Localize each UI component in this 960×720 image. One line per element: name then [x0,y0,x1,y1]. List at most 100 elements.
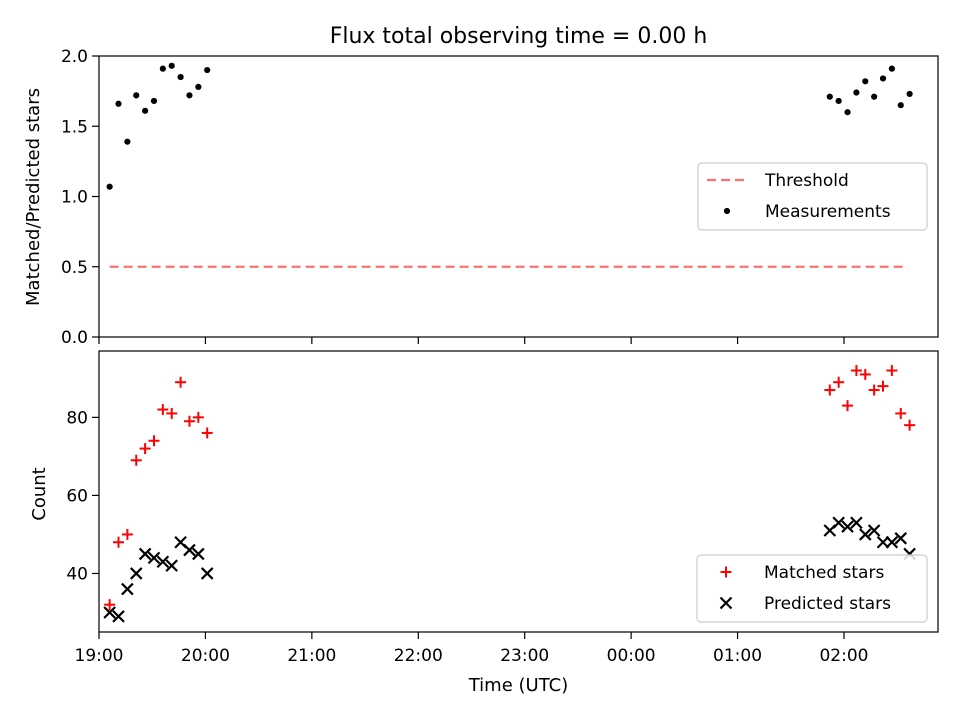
matched-star-point [850,365,862,377]
matched-star-point [895,407,907,419]
predicted-star-point [841,520,854,533]
measurement-point [835,97,842,105]
x-tick-label: 21:00 [287,646,336,666]
top-y-tick-label: 1.0 [61,188,88,208]
measurement-point [133,92,140,99]
predicted-star-point-b [885,535,899,549]
x-tick-label: 19:00 [75,646,124,666]
bottom-y-tick-label: 80 [66,408,88,428]
predicted-star-point-b [832,516,845,530]
matched-star-point [877,380,889,392]
predicted-star-point [867,524,881,537]
predicted-star-point-b [165,559,179,572]
predicted-star-point-b [174,535,187,549]
predicted-star-point [138,547,152,561]
matched-star-point [175,376,187,388]
predicted-star-point-b [112,610,125,623]
predicted-star-point-b [867,524,881,537]
legend-label: Threshold [764,171,849,191]
predicted-star-point [147,551,161,565]
legend-measurement-swatch [723,207,731,215]
bottom-x-ticks: 19:00 20:00 21:00 22:00 23:00 00:00 01:00 02:00 [75,632,868,666]
predicted-star-point [832,516,845,530]
matched-star-point [904,419,916,431]
matched-star-point [201,427,213,439]
predicted-star-point-b [147,551,161,565]
predicted-star-point [165,559,179,572]
matched-star-point [157,404,169,416]
measurement-point [168,62,175,69]
top-y-tick-label: 1.5 [61,117,88,137]
top-y-tick-label: 0.5 [61,258,88,278]
measurement-point [150,97,158,105]
measurement-point [897,102,904,109]
predicted-star-point [192,547,205,561]
matched-star-point [130,454,142,466]
top-panel: 0.00.51.01.52.0 Matched/Predicted stars … [23,47,939,348]
matched-star-point [842,400,854,412]
predicted-star-point [121,582,134,596]
measurement-point [195,83,202,91]
matched-star-point [104,599,116,611]
matched-star-point [166,407,178,419]
legend-box [697,162,928,231]
matched-star-point [833,376,845,388]
measurement-point [204,66,211,74]
predicted-star-point [200,567,214,580]
matched-star-point [148,435,160,447]
top-plot-frame [98,55,939,338]
matched-star-point [121,528,133,540]
measurement-point [853,89,860,96]
predicted-star-point-b [129,567,143,580]
predicted-star-point-b [138,547,152,561]
top-series [106,62,913,268]
bottom-series [103,365,916,623]
top-y-ticks: 0.0 0.5 1.0 1.5 2.0 [61,47,99,348]
measurement-point [186,92,193,99]
legend-label: Predicted stars [764,594,891,614]
top-x-ticks [98,337,845,344]
predicted-star-point [129,567,143,580]
measurement-point [906,90,913,98]
predicted-star-point-b [850,516,863,530]
bottom-y-ticks: 40 60 80 [66,408,99,584]
bottom-plot-frame [98,350,939,633]
top-y-axis-label: Matched/Predicted stars [23,88,44,306]
predicted-star-point-b [841,520,854,533]
measurement-point [844,109,851,116]
matched-star-point [859,368,871,380]
predicted-star-point-b [200,567,214,580]
predicted-star-point-b [858,528,872,541]
measurement-point [862,78,869,85]
measurement-point [124,138,131,145]
top-y-tick-label: 2.0 [61,47,88,67]
measurement-point [871,93,878,100]
matched-star-point [824,384,836,396]
x-tick-label: 22:00 [394,646,443,666]
measurement-point [106,183,113,190]
legend-matched-swatch [720,566,732,578]
predicted-star-point [156,555,170,569]
bottom-panel: 40 60 80 19:00 20:00 21:00 22:00 23:00 00:00 01:… [29,350,939,696]
x-tick-label: 02:00 [819,646,868,666]
measurement-point [879,75,887,82]
figure-title: Flux total observing time = 0.00 h [330,24,708,49]
measurement-point [888,65,895,72]
bottom-legend: Matched stars Predicted stars [696,554,928,623]
measurement-point [826,93,833,100]
legend-label: Matched stars [764,563,884,583]
predicted-star-point [103,606,116,619]
predicted-star-point-b [156,555,170,569]
measurement-point [115,100,122,107]
legend-box [696,554,928,623]
predicted-star-point-b [183,543,196,557]
measurement-point [159,65,166,72]
legend-predicted-swatch [719,596,733,610]
matched-star-point [183,415,195,427]
predicted-star-point-b [192,547,205,561]
measurement-point [142,107,149,114]
predicted-star-point-b [894,532,908,545]
matched-star-point [868,384,880,396]
predicted-star-point-b [121,582,134,596]
